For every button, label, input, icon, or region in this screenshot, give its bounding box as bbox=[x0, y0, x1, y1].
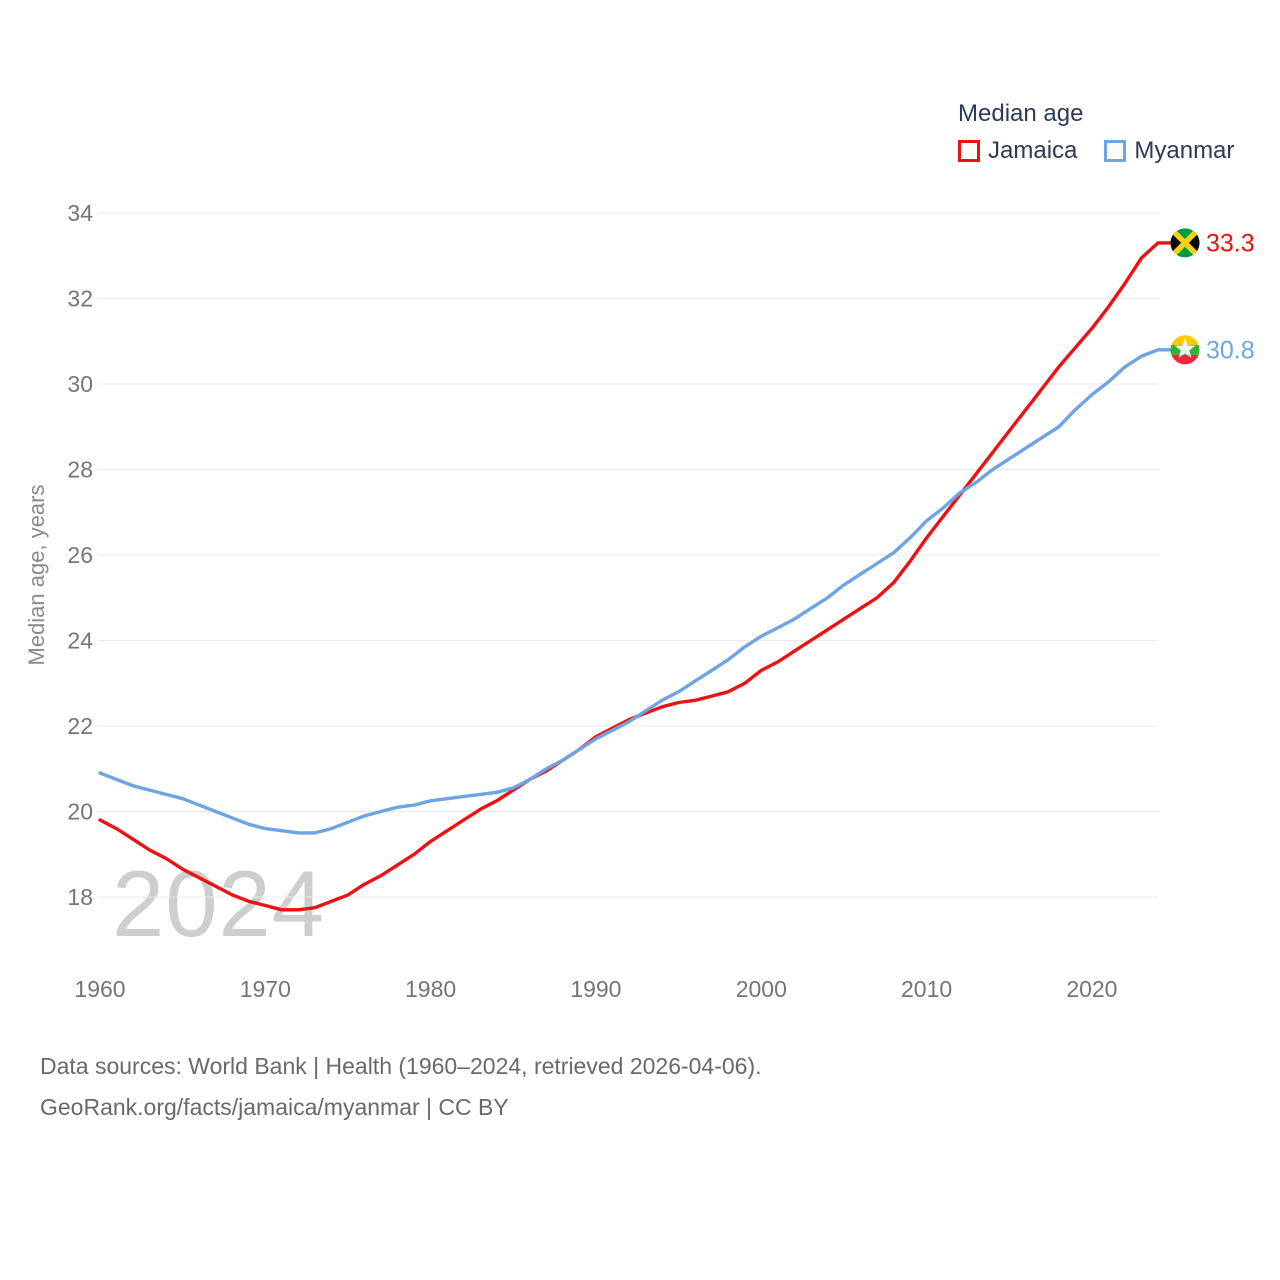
x-tick-label: 1980 bbox=[405, 976, 456, 1002]
watermark-year: 2024 bbox=[112, 851, 326, 956]
y-tick-label: 22 bbox=[67, 713, 93, 739]
x-tick-label: 1970 bbox=[240, 976, 291, 1002]
jamaica-swatch-icon bbox=[958, 140, 980, 162]
myanmar-end-value: 30.8 bbox=[1206, 336, 1255, 364]
footer: Data sources: World Bank | Health (1960–… bbox=[40, 1046, 762, 1128]
x-tick-label: 2010 bbox=[901, 976, 952, 1002]
y-tick-label: 24 bbox=[67, 628, 93, 654]
y-tick-label: 32 bbox=[67, 286, 93, 312]
legend-label-myanmar: Myanmar bbox=[1134, 137, 1235, 164]
x-tick-label: 2020 bbox=[1066, 976, 1117, 1002]
y-axis-tick-labels: 18 20 22 24 26 28 30 32 34 bbox=[67, 200, 93, 910]
y-tick-label: 34 bbox=[67, 200, 93, 226]
x-tick-label: 1960 bbox=[74, 976, 125, 1002]
legend-items: Jamaica Myanmar bbox=[958, 137, 1234, 165]
legend: Median age Jamaica Myanmar bbox=[958, 100, 1234, 165]
x-axis-tick-labels: 1960 1970 1980 1990 2000 2010 2020 bbox=[74, 976, 1117, 1002]
myanmar-swatch-icon bbox=[1104, 140, 1127, 162]
y-tick-label: 30 bbox=[67, 371, 93, 397]
myanmar-series-line[interactable] bbox=[98, 348, 1173, 835]
y-tick-label: 18 bbox=[67, 884, 93, 910]
legend-item-jamaica[interactable]: Jamaica bbox=[958, 137, 1077, 165]
median-age-line-chart: 18 20 22 24 26 28 30 32 34 1960 1970 1980 1990 2000 2… bbox=[24, 200, 1255, 1002]
myanmar-flag-icon bbox=[1170, 335, 1200, 365]
y-axis-title: Median age, years bbox=[24, 485, 49, 666]
x-tick-label: 2000 bbox=[736, 976, 787, 1002]
legend-title: Median age bbox=[958, 100, 1084, 127]
data-sources-line: Data sources: World Bank | Health (1960–… bbox=[40, 1053, 762, 1079]
y-tick-label: 28 bbox=[67, 457, 93, 483]
legend-item-myanmar[interactable]: Myanmar bbox=[1104, 137, 1234, 165]
y-tick-label: 26 bbox=[67, 542, 93, 568]
jamaica-flag-icon bbox=[1170, 228, 1200, 258]
y-tick-label: 20 bbox=[67, 799, 93, 825]
attribution-line: GeoRank.org/facts/jamaica/myanmar | CC B… bbox=[40, 1094, 509, 1120]
series-lines bbox=[98, 241, 1173, 912]
x-tick-label: 1990 bbox=[570, 976, 621, 1002]
jamaica-series-line[interactable] bbox=[98, 241, 1173, 912]
gridlines bbox=[97, 212, 1158, 898]
jamaica-end-value: 33.3 bbox=[1206, 229, 1255, 257]
legend-label-jamaica: Jamaica bbox=[988, 137, 1078, 164]
